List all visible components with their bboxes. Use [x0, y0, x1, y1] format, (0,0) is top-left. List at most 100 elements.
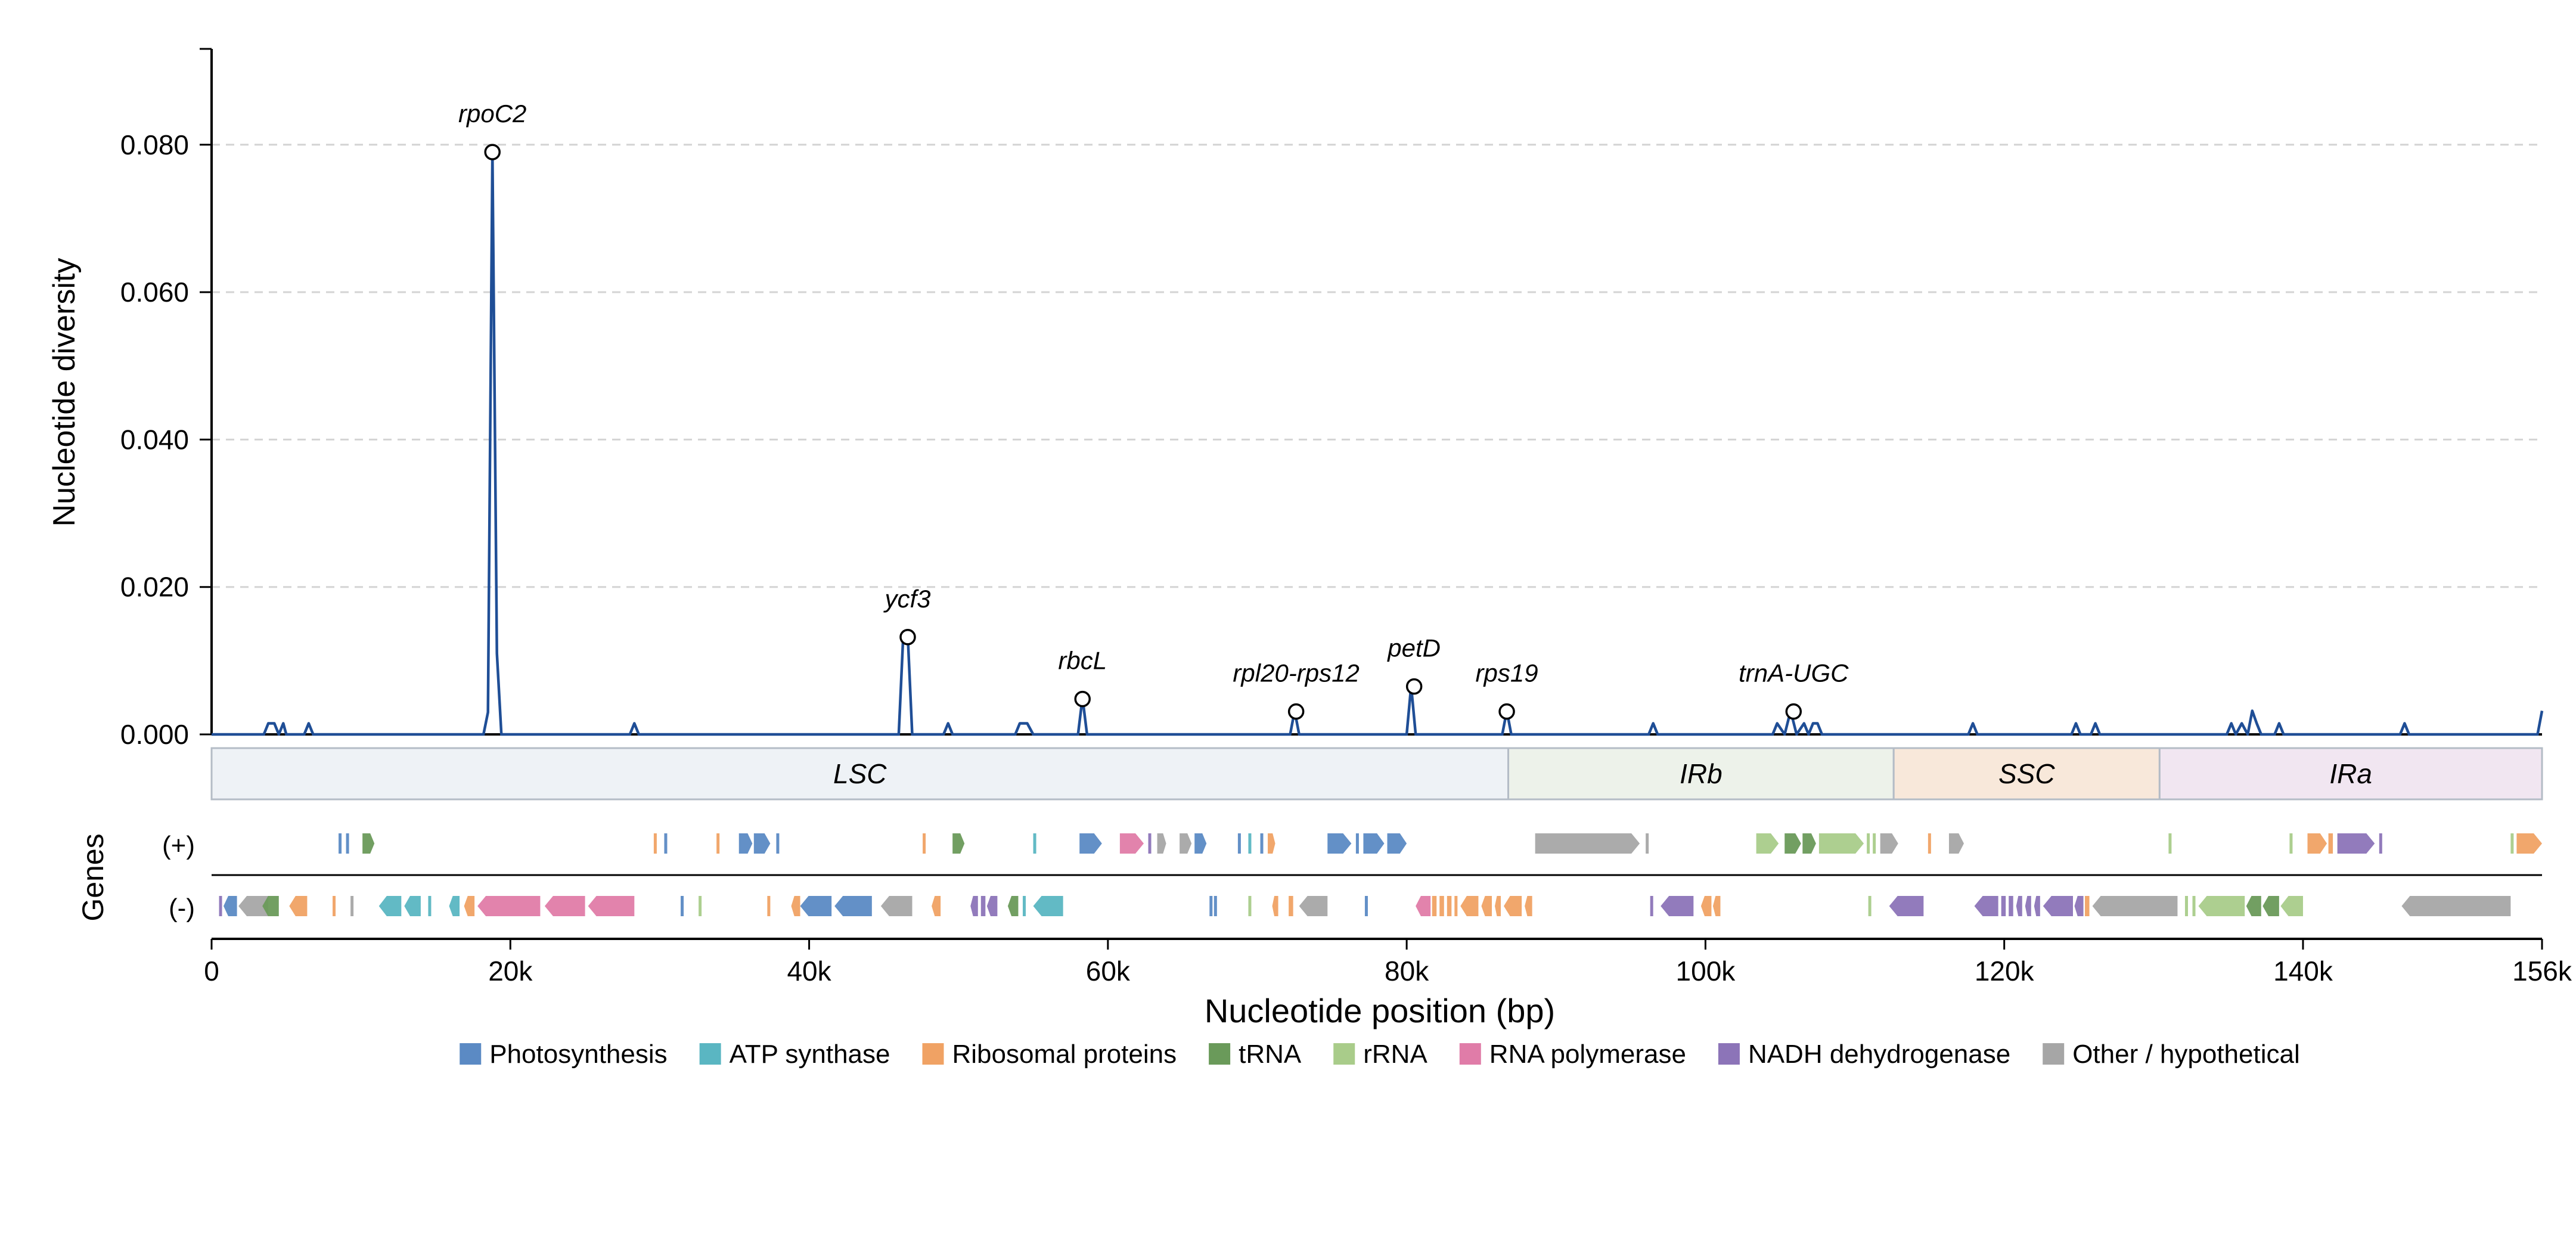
gene-arrow	[1237, 833, 1241, 854]
gene-arrow	[2280, 896, 2303, 916]
gene-arrow	[1784, 833, 1801, 854]
gene-arrow	[681, 896, 684, 916]
gene-tracks	[212, 833, 2542, 916]
region-bar: LSC IRb SSC IRa	[210, 747, 2543, 801]
x-tick-label: 120k	[1975, 956, 2035, 987]
legend-swatch	[699, 1043, 721, 1065]
legend-label: NADH dehydrogenase	[1748, 1040, 2010, 1069]
gene-arrow	[1867, 833, 1870, 854]
legend-swatch	[460, 1043, 482, 1065]
gene-arrow	[664, 833, 668, 854]
gene-arrow	[2328, 833, 2333, 854]
gene-arrow	[2168, 833, 2172, 854]
region-label: IRb	[1680, 758, 1722, 789]
genes-track-title: Genes	[76, 833, 110, 921]
gene-arrow	[1033, 896, 1063, 916]
diversity-line	[212, 150, 2544, 736]
legend-swatch	[922, 1043, 944, 1065]
legend-label: rRNA	[1363, 1040, 1427, 1069]
gene-arrow	[1700, 896, 1712, 916]
gene-arrow	[1213, 896, 1217, 916]
legend-label: ATP synthase	[730, 1040, 890, 1069]
peak-marker	[484, 144, 501, 160]
gene-arrow	[2085, 896, 2090, 916]
gene-arrow	[1148, 833, 1152, 854]
peak-label: rps19	[1476, 659, 1538, 687]
gene-arrow	[1022, 896, 1026, 916]
region-label: IRa	[2329, 758, 2372, 789]
gene-arrow	[1889, 896, 1924, 916]
peak-label: rpoC2	[458, 100, 526, 128]
gene-arrow	[2016, 896, 2022, 916]
x-tick-label: 40k	[787, 956, 831, 987]
diversity-series	[212, 150, 2544, 736]
gene-arrow	[1974, 896, 1998, 916]
gene-arrow	[1260, 833, 1264, 854]
gene-arrow	[2074, 896, 2084, 916]
gene-arrow	[767, 896, 771, 916]
gene-arrow	[1712, 896, 1721, 916]
gene-arrow	[699, 896, 702, 916]
gene-arrow	[923, 833, 926, 854]
gene-arrow	[428, 896, 432, 916]
gene-arrow	[1432, 896, 1437, 916]
gene-arrow	[1948, 833, 1964, 854]
gene-arrow	[2289, 833, 2293, 854]
peak-marker	[1287, 703, 1305, 720]
gene-arrow	[1661, 896, 1694, 916]
region-lsc	[210, 747, 1510, 801]
x-tick-label: 0	[204, 956, 219, 987]
x-tick-label: 140k	[2273, 956, 2333, 987]
gene-arrow	[449, 896, 460, 916]
gene-arrow	[2307, 833, 2327, 854]
gene-arrow	[1363, 833, 1385, 854]
gene-arrow	[1928, 833, 1931, 854]
gene-arrow	[1495, 896, 1501, 916]
gene-arrow	[1873, 833, 1876, 854]
peak-label: ycf3	[883, 585, 930, 613]
peak-label: rpl20-rps12	[1233, 659, 1359, 687]
gene-arrow	[970, 896, 978, 916]
gene-arrow	[289, 896, 308, 916]
gene-arrow	[1007, 896, 1019, 916]
region-irb	[1507, 747, 1895, 801]
plus-strand-label: (+)	[162, 831, 195, 860]
gene-arrow	[1327, 833, 1352, 854]
legend-swatch	[1333, 1043, 1355, 1065]
gene-arrow	[1299, 896, 1328, 916]
gene-arrow	[1481, 896, 1492, 916]
gene-arrow	[653, 833, 657, 854]
gene-arrow	[2025, 896, 2031, 916]
x-tick-label: 60k	[1086, 956, 1131, 987]
peak-annotations: rpoC2 ycf3 rbcL rpl20-rps12 petD rps19 trnA-UG…	[458, 100, 1849, 720]
gene-arrow	[219, 896, 222, 916]
gene-arrow	[238, 896, 269, 916]
peak-marker	[899, 629, 916, 646]
peak-marker	[1074, 690, 1091, 708]
gene-arrow	[588, 896, 635, 916]
gene-arrow	[1868, 896, 1872, 916]
peak-marker	[1498, 703, 1515, 720]
gene-arrow	[2262, 896, 2279, 916]
gene-arrow	[980, 896, 986, 916]
gene-arrow	[986, 896, 998, 916]
gene-arrow	[1387, 833, 1407, 854]
gene-arrow	[1504, 896, 1522, 916]
gene-arrow	[2198, 896, 2245, 916]
gene-arrow	[2516, 833, 2542, 854]
gene-arrow	[404, 896, 421, 916]
gene-arrow	[544, 896, 585, 916]
gene-arrow	[464, 896, 475, 916]
gene-arrow	[1460, 896, 1479, 916]
gene-arrow	[477, 896, 541, 916]
gene-arrow	[716, 833, 720, 854]
x-tick-label: 80k	[1385, 956, 1429, 987]
gene-arrow	[2092, 896, 2178, 916]
gene-arrow	[2510, 833, 2514, 854]
gene-arrow	[2001, 896, 2006, 916]
y-axis-title: Nucleotide diversity	[47, 258, 82, 527]
gene-arrow	[2043, 896, 2073, 916]
gene-arrow	[1157, 833, 1166, 854]
gene-arrow	[1248, 833, 1252, 854]
